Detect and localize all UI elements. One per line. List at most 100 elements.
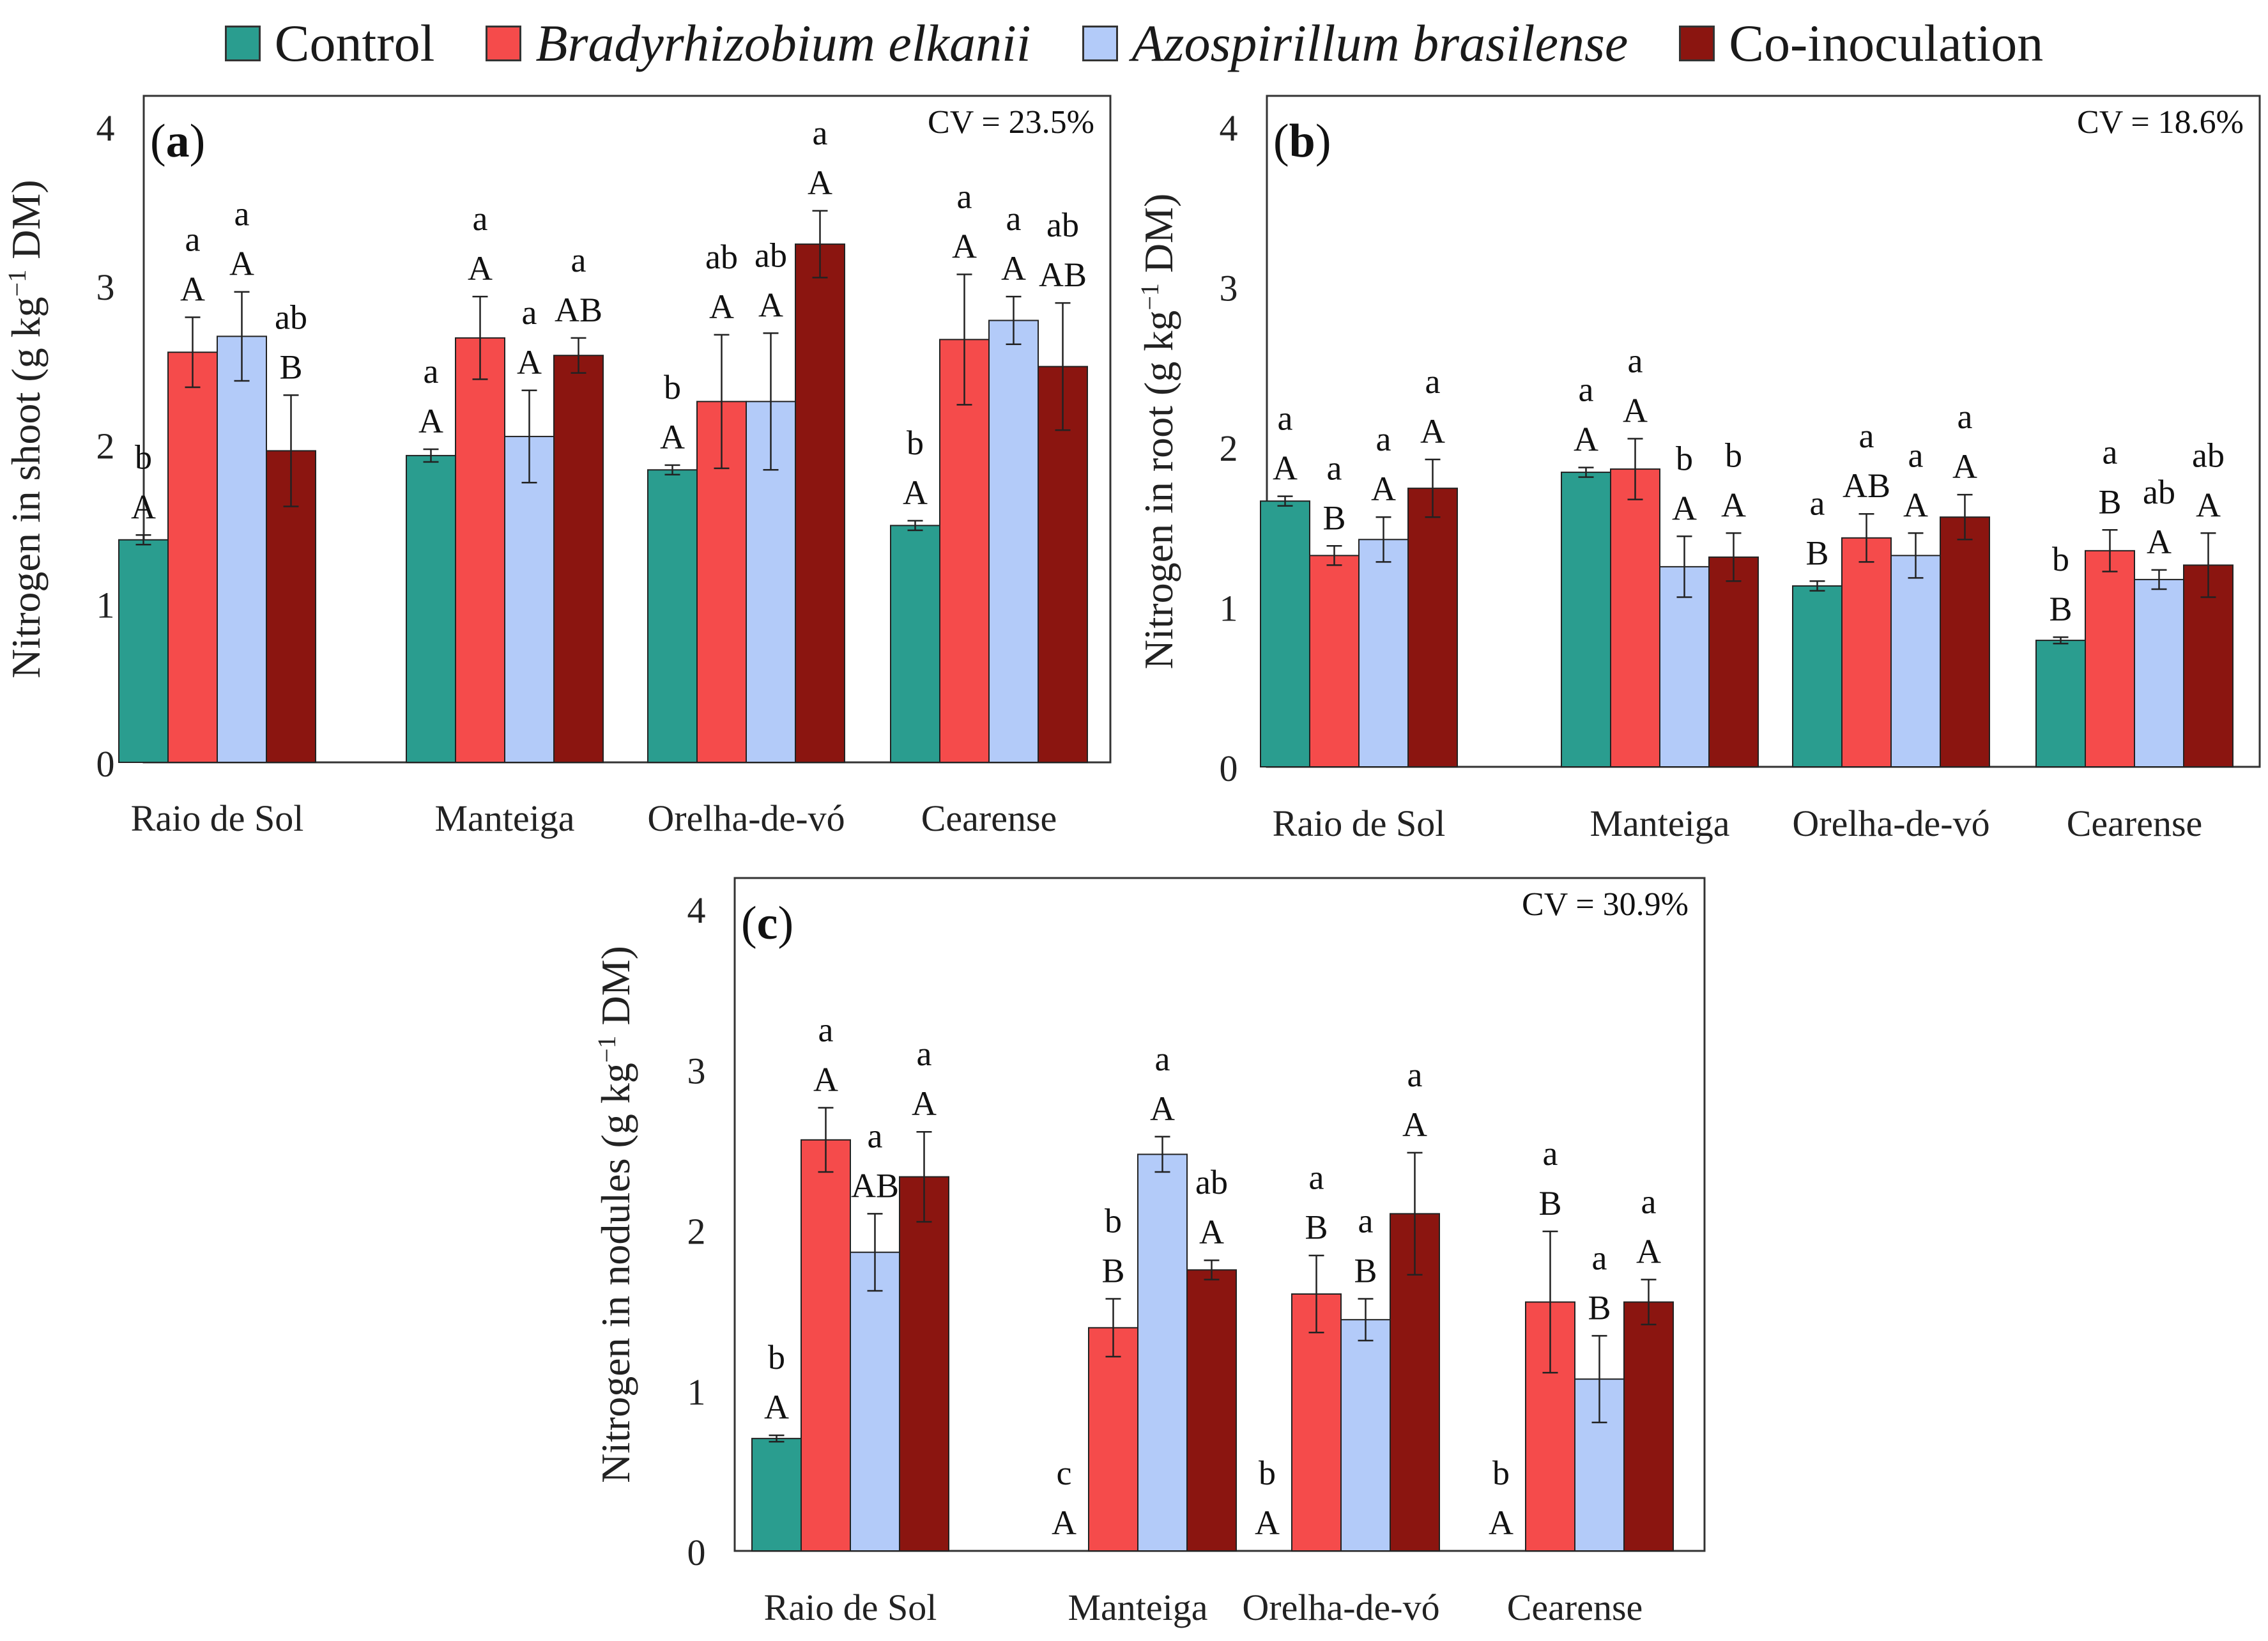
legend-label-azospirillum: Azospirillum brasilense <box>1131 14 1628 72</box>
bar <box>899 1176 949 1552</box>
legend-label-control: Control <box>274 14 435 72</box>
letter-lower: a <box>571 241 586 279</box>
letter-lower: a <box>424 352 439 390</box>
letter-upper: A <box>1199 1213 1224 1251</box>
x-category-label: Orelha-de-vó <box>1242 1587 1439 1628</box>
panel-label: (a) <box>150 115 205 167</box>
bar <box>2035 640 2086 767</box>
letter-upper: A <box>2196 486 2221 524</box>
letter-lower: a <box>2103 433 2118 471</box>
letter-lower: a <box>1958 397 1973 436</box>
letter-lower: b <box>2052 540 2069 578</box>
letter-upper: A <box>1255 1504 1280 1542</box>
bar <box>167 351 218 763</box>
letter-upper: A <box>418 402 443 440</box>
letter-lower: a <box>1425 362 1441 401</box>
bar <box>850 1251 900 1552</box>
letter-lower: a <box>1592 1238 1607 1277</box>
letter-lower: a <box>1358 1202 1374 1240</box>
y-tick-label: 4 <box>1220 107 1238 149</box>
letter-upper: A <box>1672 489 1697 527</box>
panel-label: (b) <box>1273 115 1331 167</box>
letter-lower: b <box>1725 436 1742 474</box>
legend: Control Bradyrhizobium elkanii Azospiril… <box>0 5 2268 82</box>
bar <box>504 436 555 763</box>
letter-upper: A <box>808 164 832 202</box>
letter-upper: A <box>131 488 156 526</box>
x-category-label: Raio de Sol <box>764 1587 937 1628</box>
letter-lower: a <box>1859 417 1874 455</box>
panel-a: 0 1 2 3 4 Nitrogen in shoot (g kg−1 DM) (a) CV … <box>3 95 1112 839</box>
x-category-label: Cearense <box>2067 803 2203 844</box>
letter-lower: b <box>1105 1202 1122 1240</box>
letter-upper: A <box>1636 1232 1661 1270</box>
bar <box>1340 1319 1391 1552</box>
letter-upper: AB <box>1843 466 1890 505</box>
bar <box>1561 472 1611 768</box>
letter-upper: B <box>1588 1288 1611 1327</box>
letter-upper: A <box>709 288 734 326</box>
y-tick-label: 2 <box>1220 428 1238 469</box>
letter-lower: a <box>1006 199 1022 238</box>
legend-label-coinoculation: Co-inoculation <box>1729 14 2044 72</box>
bar <box>2085 550 2135 767</box>
letter-upper: A <box>1273 449 1298 488</box>
bar <box>746 401 796 763</box>
x-category-label: Raio de Sol <box>1273 803 1446 844</box>
letter-upper: A <box>468 249 493 288</box>
y-tick-label: 1 <box>96 584 115 626</box>
y-tick-label: 3 <box>687 1050 706 1091</box>
letter-upper: B <box>1805 534 1828 572</box>
letter-upper: A <box>2147 523 2172 561</box>
bar <box>939 339 990 763</box>
bar <box>1358 539 1409 767</box>
letter-lower: a <box>185 220 201 259</box>
letter-lower: a <box>818 1011 834 1049</box>
bar <box>1623 1301 1674 1552</box>
letter-upper: A <box>1052 1504 1077 1542</box>
letter-upper: A <box>764 1388 789 1426</box>
letter-lower: a <box>522 293 537 332</box>
bar <box>1260 500 1310 767</box>
letter-lower: a <box>1908 436 1924 474</box>
letter-upper: A <box>1001 249 1026 288</box>
letter-lower: ab <box>2192 436 2225 474</box>
letter-lower: a <box>1327 449 1342 487</box>
letter-lower: a <box>1641 1182 1657 1221</box>
letter-lower: ab <box>755 236 787 274</box>
bar <box>1407 488 1458 767</box>
bar <box>406 454 456 763</box>
x-category-label: Cearense <box>1507 1587 1643 1628</box>
letter-lower: a <box>813 114 828 152</box>
letter-lower: ab <box>2143 473 2175 511</box>
legend-label-bradyrhizobium: Bradyrhizobium elkanii <box>535 14 1031 72</box>
letter-upper: A <box>180 270 205 309</box>
letter-lower: a <box>1155 1040 1170 1078</box>
bar <box>890 525 940 763</box>
letter-upper: A <box>1574 420 1598 459</box>
x-category-label: Cearense <box>921 797 1057 839</box>
y-tick-label: 2 <box>687 1211 706 1252</box>
y-tick-label: 4 <box>96 107 115 149</box>
panel-b: 0 1 2 3 4 Nitrogen in root (g kg−1 DM) (b) CV =… <box>1135 95 2261 844</box>
letter-lower: a <box>1407 1056 1423 1094</box>
bar <box>217 335 267 763</box>
legend-item-bradyrhizobium: Bradyrhizobium elkanii <box>486 13 1031 73</box>
letter-upper: B <box>1322 498 1345 537</box>
bar <box>647 469 698 763</box>
y-tick-label: 0 <box>687 1532 706 1573</box>
y-tick-label: 2 <box>96 426 115 467</box>
letter-lower: a <box>957 177 972 215</box>
bar <box>1792 585 1843 767</box>
letter-upper: A <box>1952 447 1977 486</box>
bar <box>795 243 845 763</box>
bar <box>1088 1327 1138 1552</box>
letter-upper: A <box>1371 470 1396 508</box>
bar <box>1940 516 1990 767</box>
x-category-label: Manteiga <box>1590 803 1729 844</box>
legend-item-coinoculation: Co-inoculation <box>1679 13 2043 73</box>
y-tick-label: 3 <box>96 266 115 308</box>
letter-lower: b <box>664 368 681 406</box>
